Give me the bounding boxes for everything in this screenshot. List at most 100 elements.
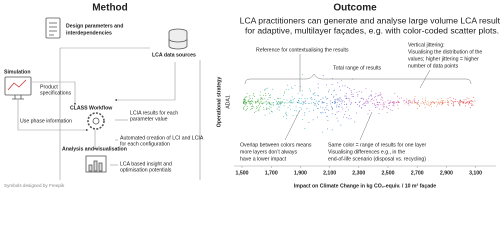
jitter-point <box>244 99 246 101</box>
jitter-point <box>433 102 435 104</box>
jitter-point <box>441 103 443 105</box>
jitter-point <box>329 100 331 102</box>
jitter-point <box>325 107 327 109</box>
jitter-point <box>408 104 410 106</box>
jitter-point <box>332 96 334 98</box>
design-icon <box>45 17 61 39</box>
jitter-point <box>315 105 317 107</box>
jitter-point <box>463 102 465 104</box>
jitter-point <box>398 101 400 103</box>
jitter-point <box>290 100 292 102</box>
jitter-point <box>317 116 318 118</box>
jitter-point <box>365 101 366 103</box>
jitter-point <box>262 103 264 105</box>
jitter-point <box>391 110 393 111</box>
jitter-point <box>392 104 394 106</box>
jitter-point <box>442 100 444 102</box>
jitter-point <box>296 115 298 117</box>
jitter-point <box>437 101 439 103</box>
jitter-point <box>252 105 253 107</box>
x-axis-label: Impact on Climate Change in kg CO₂-equiv… <box>294 183 436 189</box>
jitter-point <box>306 108 308 110</box>
jitter-point <box>298 99 300 101</box>
jitter-point <box>383 106 385 107</box>
jitter-point <box>243 102 245 104</box>
jitter-point <box>304 112 306 114</box>
jitter-point <box>344 85 346 87</box>
jitter-point <box>305 103 307 104</box>
x-tick-label: 2,700 <box>411 170 424 176</box>
jitter-point <box>317 102 319 104</box>
jitter-point <box>351 91 352 93</box>
jitter-point <box>337 82 339 84</box>
x-tick-label: 1,500 <box>236 170 249 176</box>
x-tick-label: 3,100 <box>469 170 482 176</box>
jitter-point <box>459 104 461 106</box>
x-tick-label: 2,100 <box>323 170 336 176</box>
database-icon <box>168 28 188 50</box>
jitter-point <box>408 103 409 104</box>
jitter-point <box>291 88 293 89</box>
jitter-point <box>246 92 248 94</box>
jitter-point <box>279 103 281 105</box>
jitter-point <box>406 100 407 102</box>
jitter-point <box>301 94 303 96</box>
jitter-point <box>252 98 253 99</box>
jitter-point <box>328 110 330 111</box>
jitter-point <box>295 110 297 112</box>
insight-label: optimisation potentials <box>120 167 172 173</box>
jitter-point <box>367 113 369 115</box>
jitter-point <box>367 102 369 104</box>
jitter-point <box>339 86 341 88</box>
jitter-point <box>429 105 430 107</box>
outcome-title: Outcome <box>333 3 377 14</box>
jitter-point <box>251 100 252 102</box>
jitter-point <box>259 103 261 105</box>
jitter-point <box>291 86 293 88</box>
jitter-point <box>348 114 350 116</box>
jitter-point <box>370 90 372 92</box>
jitter-point <box>284 91 286 93</box>
gear-icon <box>87 112 105 130</box>
jitter-point <box>291 102 293 104</box>
jitter-point <box>380 103 382 105</box>
jitter-point <box>282 100 283 102</box>
overlap-note: more layers don’t always <box>240 149 297 155</box>
jitter-point <box>443 100 445 101</box>
jitter-point <box>311 98 313 100</box>
jitter-point <box>300 86 301 87</box>
insight-label: LCA based insight and <box>120 161 172 167</box>
jitter-point <box>302 103 304 105</box>
jitter-point <box>273 102 275 103</box>
jitter-point <box>331 105 333 107</box>
jitter-point <box>437 103 439 105</box>
jitter-point <box>351 96 353 98</box>
jitter-point <box>268 95 270 97</box>
x-tick-label: 2,500 <box>381 170 394 176</box>
jitter-point <box>262 99 264 101</box>
jitter-point <box>345 95 347 97</box>
jitter-point <box>390 100 391 102</box>
jitter-point <box>469 102 470 103</box>
jitter-point <box>314 92 316 94</box>
jitter-point <box>451 100 453 102</box>
jitter-point <box>302 102 304 104</box>
jitter-point <box>252 108 253 110</box>
jitter-point <box>276 104 278 106</box>
jitter-point <box>286 118 287 120</box>
jitter-point <box>258 109 260 111</box>
jitter-point <box>298 101 300 103</box>
jitter-point <box>249 104 251 106</box>
jitter-point <box>396 102 398 104</box>
jitter-point <box>272 88 274 90</box>
jitter-point <box>461 100 463 102</box>
jitter-point <box>335 94 337 96</box>
jitter-point <box>470 101 472 102</box>
jitter-point <box>330 103 332 105</box>
jitter-point <box>326 115 328 117</box>
jitter-note: number of data points <box>408 63 459 69</box>
jitter-point <box>258 107 260 109</box>
jitter-point <box>250 103 252 105</box>
jitter-point <box>298 98 300 99</box>
jitter-point <box>256 106 257 108</box>
